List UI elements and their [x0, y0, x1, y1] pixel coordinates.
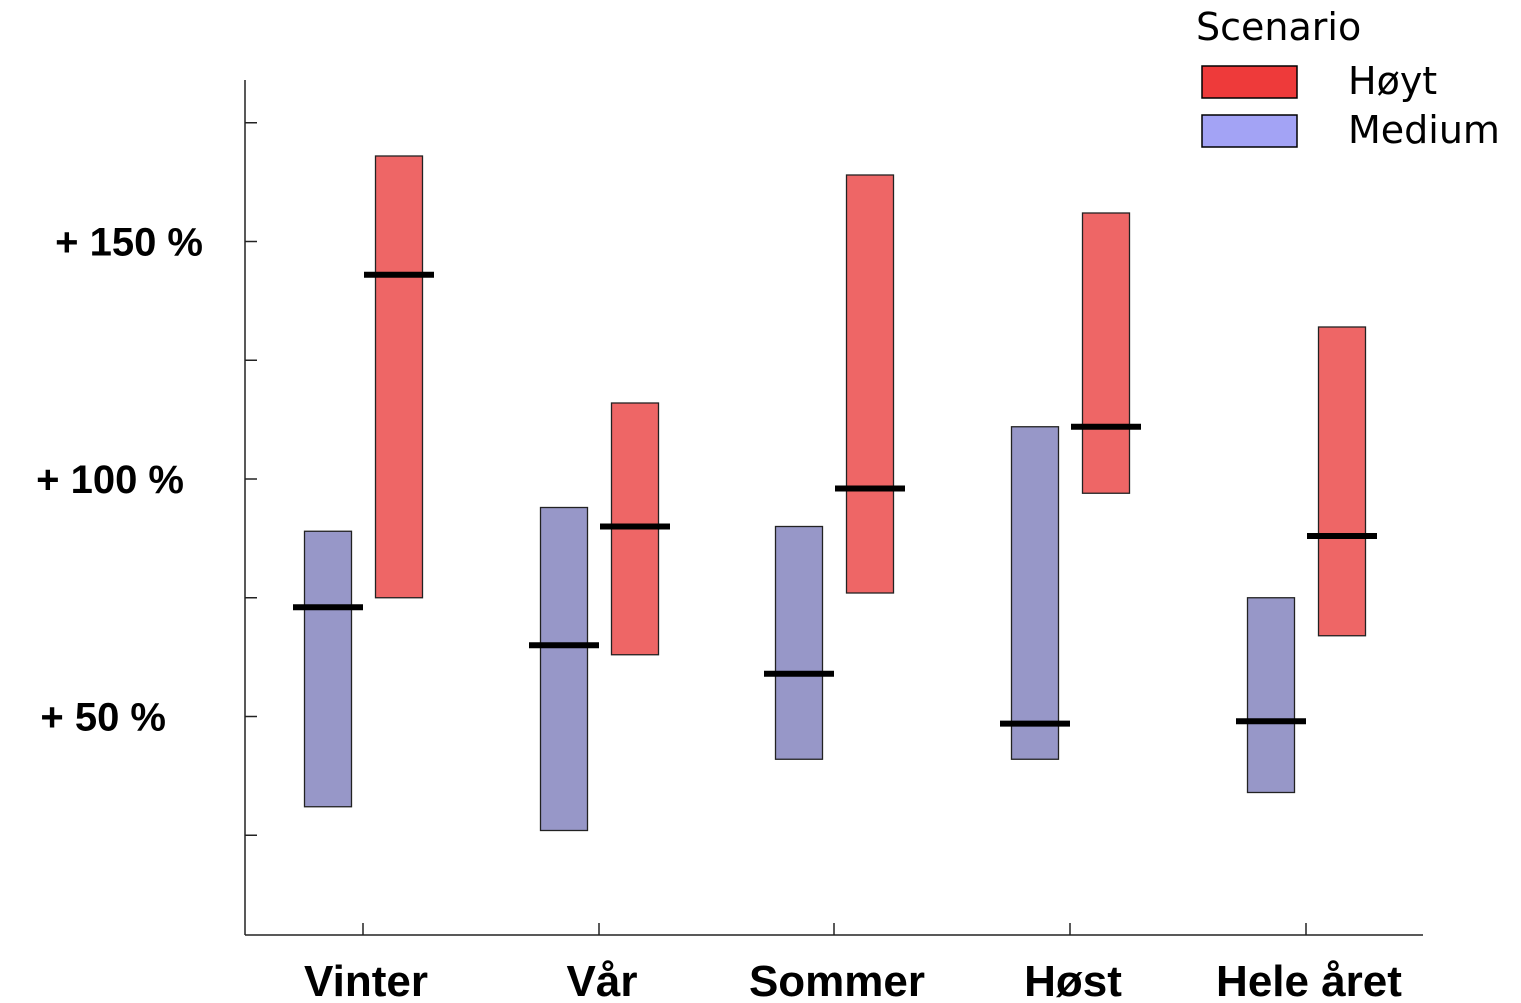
y-tick-label: + 50 % [40, 696, 166, 740]
range-bar-medium [303, 530, 353, 808]
legend-swatch-hoyt [1201, 65, 1298, 99]
legend-swatch-medium [1201, 114, 1298, 148]
legend-label-medium: Medium [1348, 108, 1500, 152]
range-bar-hoyt [374, 155, 424, 599]
legend: Scenario Høyt Medium [1196, 5, 1500, 152]
x-category-labels: Vinter Vår Sommer Høst Hele året [304, 957, 1402, 1003]
axes [244, 80, 1423, 936]
range-bar-hoyt [1317, 326, 1367, 637]
range-bar-medium [539, 506, 589, 832]
y-tick-label: + 150 % [55, 221, 203, 265]
legend-label-hoyt: Høyt [1348, 59, 1437, 103]
bars [303, 155, 1367, 832]
range-bar-medium [1010, 426, 1060, 760]
range-bar-hoyt [845, 174, 895, 594]
range-bar-hoyt [1081, 212, 1131, 494]
x-tick-label: Sommer [749, 957, 925, 1003]
range-bar-medium [1246, 597, 1296, 794]
range-bar-medium [774, 525, 824, 760]
y-tick-labels: + 50 % + 100 % + 150 % [36, 221, 203, 740]
median-markers [293, 271, 1377, 727]
x-tick-label: Hele året [1216, 957, 1402, 1003]
x-tick-label: Vinter [304, 957, 428, 1003]
legend-title: Scenario [1196, 5, 1361, 49]
x-tick-label: Vår [567, 957, 638, 1003]
y-tick-label: + 100 % [36, 458, 184, 502]
x-tick-label: Høst [1024, 957, 1122, 1003]
